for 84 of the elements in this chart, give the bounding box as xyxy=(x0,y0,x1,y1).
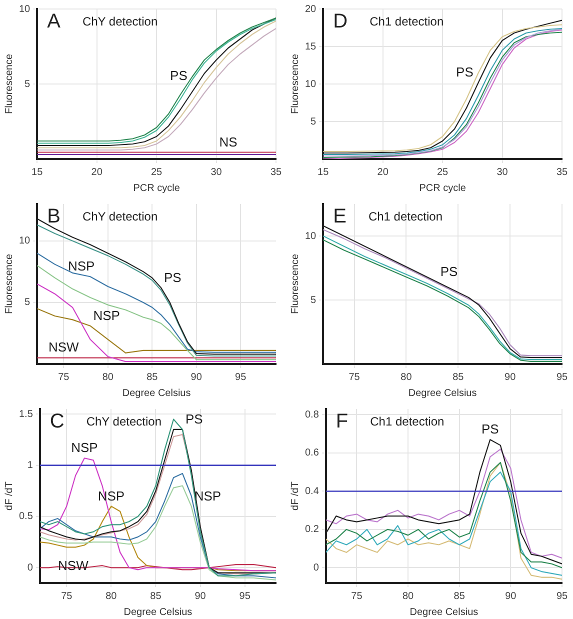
annotation: PS xyxy=(164,270,182,285)
annotation: NSP xyxy=(71,440,98,456)
x-tick-label: 35 xyxy=(556,166,568,178)
annotation: NSW xyxy=(48,339,80,354)
y-tick-label: 0.5 xyxy=(18,511,34,522)
x-tick-label: 90 xyxy=(505,590,517,602)
x-tick-label: 95 xyxy=(556,590,568,602)
x-axis-title: Degree Celsius xyxy=(122,388,191,399)
x-tick-label: 25 xyxy=(437,166,449,178)
y-tick-label: 20 xyxy=(305,4,317,15)
y-axis-title: Fluorescence xyxy=(290,254,301,314)
x-tick-label: 85 xyxy=(146,372,158,383)
annotation: PS xyxy=(456,64,474,80)
annotation: NSP xyxy=(68,258,95,274)
x-tick-label: 90 xyxy=(504,372,516,383)
x-tick-label: 80 xyxy=(102,372,114,383)
y-axis-title: dF /dT xyxy=(290,482,301,510)
x-tick-label: 85 xyxy=(452,372,464,383)
y-tick-label: 0.2 xyxy=(304,524,320,536)
x-axis-title: PCR cycle xyxy=(419,182,466,194)
x-tick-label: 85 xyxy=(150,590,162,602)
x-axis-title: Degree Celsius xyxy=(124,606,192,618)
x-tick-label: 30 xyxy=(496,166,508,178)
annotation: C xyxy=(50,410,64,433)
x-tick-label: 95 xyxy=(556,372,568,383)
y-axis-title: Fluorescence xyxy=(290,54,301,114)
x-tick-label: 30 xyxy=(210,166,222,178)
text: Ch1 detection xyxy=(370,414,444,428)
y-axis-title: Fluorescence xyxy=(4,54,15,114)
x-tick-label: 75 xyxy=(58,372,70,383)
x-tick-label: 20 xyxy=(377,166,389,178)
y-tick-label: 15 xyxy=(305,41,317,52)
x-tick-label: 35 xyxy=(270,166,282,178)
annotation: PS xyxy=(481,422,500,437)
text: ChY detection xyxy=(82,209,158,224)
annotation: PS xyxy=(170,68,188,84)
annotation: E xyxy=(333,206,346,228)
annotation: NSP xyxy=(93,308,120,323)
y-axis-title: Fluorescence xyxy=(4,254,15,314)
y-tick-label: 10 xyxy=(305,230,317,242)
annotation: PS xyxy=(440,264,458,280)
x-tick-label: 95 xyxy=(235,372,247,383)
y-tick-label: 5 xyxy=(310,294,317,306)
x-tick-label: 20 xyxy=(91,166,103,178)
y-tick-label: 0.8 xyxy=(304,409,320,420)
x-tick-label: 95 xyxy=(239,590,251,602)
annotation: PS xyxy=(185,412,204,427)
y-tick-label: 0.4 xyxy=(304,486,320,497)
y-tick-label: 10 xyxy=(305,78,317,90)
y-axis-title: dF /dT xyxy=(4,482,15,510)
y-tick-label: 0 xyxy=(313,562,320,574)
x-tick-label: 90 xyxy=(194,590,206,602)
text: Ch1 detection xyxy=(370,14,444,28)
x-axis-title: PCR cycle xyxy=(133,182,180,194)
y-tick-label: 5 xyxy=(24,78,31,90)
x-tick-label: 80 xyxy=(400,372,412,383)
x-axis-title: Degree Celsius xyxy=(408,388,477,399)
x-tick-label: 80 xyxy=(402,590,414,602)
y-tick-label: 10 xyxy=(19,236,31,247)
annotation: NSP xyxy=(194,488,222,504)
x-tick-label: 75 xyxy=(351,590,363,602)
text: ChY detection xyxy=(82,14,158,28)
text: Ch1 detection xyxy=(368,209,443,224)
x-tick-label: 75 xyxy=(61,590,73,602)
y-tick-label: 5 xyxy=(310,116,317,128)
annotation: F xyxy=(336,410,348,433)
y-tick-label: 0.6 xyxy=(304,448,320,459)
y-tick-label: 10 xyxy=(19,4,31,15)
y-tick-label: 0 xyxy=(27,562,34,574)
x-tick-label: 85 xyxy=(454,590,466,602)
y-tick-label: 1 xyxy=(27,460,34,472)
x-tick-label: 80 xyxy=(106,590,118,602)
text: ChY detection xyxy=(86,414,162,428)
x-tick-label: 25 xyxy=(151,166,163,178)
x-tick-label: 15 xyxy=(318,166,330,178)
annotation: NS xyxy=(219,134,238,150)
x-axis-title: Degree Celsius xyxy=(410,606,478,618)
y-tick-label: 5 xyxy=(24,297,31,308)
x-tick-label: 90 xyxy=(190,372,202,383)
annotation: D xyxy=(333,10,348,33)
x-tick-label: 75 xyxy=(348,372,360,383)
annotation: B xyxy=(47,206,60,228)
annotation: A xyxy=(47,10,62,33)
y-tick-label: 1.5 xyxy=(18,408,34,420)
